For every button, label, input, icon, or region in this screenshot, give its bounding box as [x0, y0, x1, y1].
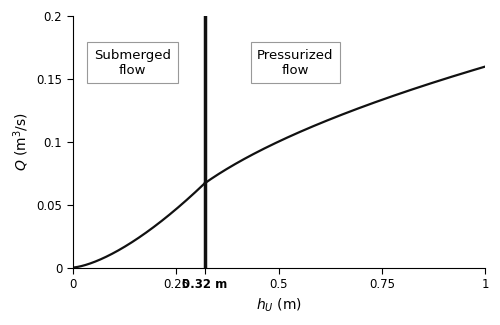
Text: Pressurized
flow: Pressurized flow — [257, 49, 334, 77]
Y-axis label: $Q$ (m$^3$/s): $Q$ (m$^3$/s) — [11, 112, 30, 171]
Text: Submerged
flow: Submerged flow — [94, 49, 171, 77]
X-axis label: $h_U$ (m): $h_U$ (m) — [256, 296, 302, 314]
